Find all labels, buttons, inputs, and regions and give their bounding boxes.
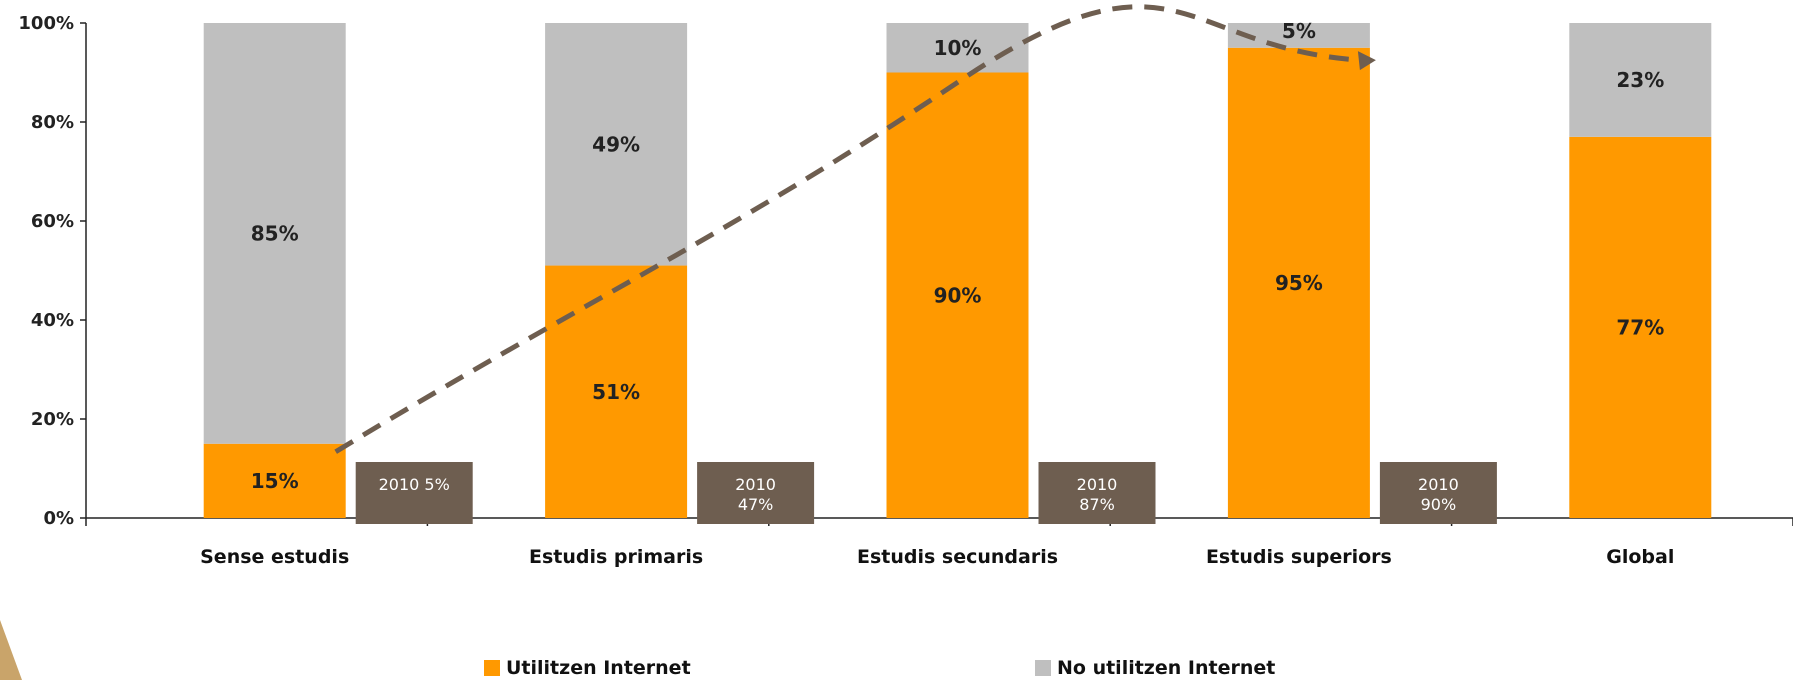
bar-segment-not-used: [545, 23, 688, 266]
trend-arrowhead: [1357, 51, 1376, 71]
data-label: 85%: [251, 221, 299, 245]
y-tick-label: 100%: [18, 13, 74, 34]
y-tick-label: 60%: [31, 211, 74, 232]
legend-swatch-not-used: [1035, 660, 1051, 676]
legend-item-not-used: No utilitzen Internet: [1035, 656, 1275, 680]
data-label: 95%: [1275, 271, 1323, 295]
x-category-label: Global: [1606, 546, 1674, 568]
annotation-text: 2010: [735, 475, 776, 494]
bar-segment-not-used: [203, 23, 346, 444]
data-label: 90%: [934, 283, 982, 307]
annotation-box: [1379, 462, 1497, 524]
trend-curve: [334, 4, 1361, 454]
annotation-box: [355, 462, 473, 524]
y-tick-label: 20%: [31, 409, 74, 430]
annotation-text: 2010 5%: [379, 475, 450, 494]
annotation-text: 2010: [1077, 475, 1118, 494]
data-label: 10%: [934, 36, 982, 60]
y-tick-label: 40%: [31, 310, 74, 331]
bar-segment-used: [886, 72, 1029, 518]
annotation-text: 90%: [1421, 495, 1457, 514]
bars: [203, 23, 1712, 518]
legend-label-used: Utilitzen Internet: [506, 657, 691, 679]
annotation-text: 87%: [1079, 495, 1115, 514]
data-label: 5%: [1282, 19, 1316, 43]
annotation-text: 47%: [738, 495, 774, 514]
annotation-text: 2010: [1418, 475, 1459, 494]
annotation-box: [697, 462, 815, 524]
x-category-label: Estudis primaris: [529, 546, 703, 568]
data-label: 51%: [592, 380, 640, 404]
bar-segment-used: [1227, 47, 1370, 518]
data-label: 15%: [251, 469, 299, 493]
data-label: 23%: [1616, 68, 1664, 92]
bar-segment-used: [1569, 136, 1712, 518]
x-category-label: Estudis secundaris: [857, 546, 1058, 568]
corner-decoration: [0, 620, 22, 680]
axes: 0% 20% 40% 60% 80% 100% Sense estudis Estudis p…: [18, 13, 1793, 568]
legend-item-used: Utilitzen Internet: [484, 656, 691, 680]
trend-line: [334, 4, 1376, 454]
y-tick-label: 0%: [43, 508, 74, 529]
y-tick-label: 80%: [31, 112, 74, 133]
legend-label-not-used: No utilitzen Internet: [1057, 657, 1276, 679]
data-label: 49%: [592, 132, 640, 156]
x-category-label: Sense estudis: [200, 546, 349, 568]
legend-swatch-used: [484, 660, 500, 676]
bar-segment-not-used: [1569, 23, 1712, 137]
bar-segment-used: [545, 265, 688, 518]
bar-segment-not-used: [886, 23, 1029, 73]
bar-segment-used: [203, 443, 346, 518]
data-labels: 15% 85% 51% 49% 90% 10% 95% 5% 77% 23%: [251, 19, 1664, 493]
data-label: 77%: [1616, 315, 1664, 339]
annotation-box: [1038, 462, 1156, 524]
x-category-label: Estudis superiors: [1206, 546, 1392, 568]
